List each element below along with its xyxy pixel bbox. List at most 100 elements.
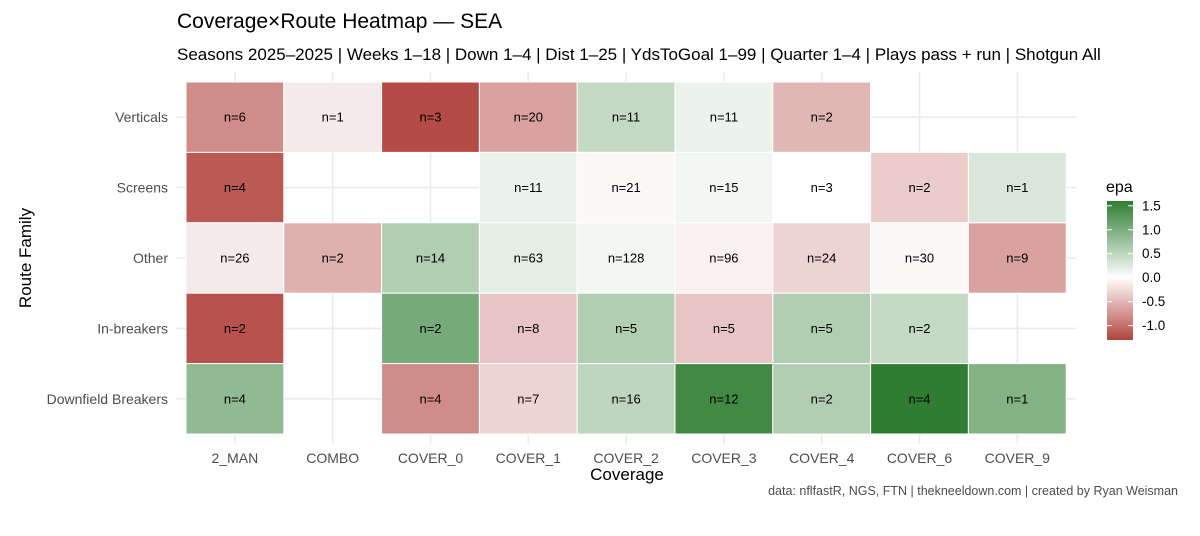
- cell-label: n=2: [908, 321, 930, 336]
- cell-label: n=2: [811, 110, 833, 125]
- heatmap-cell: [772, 363, 872, 435]
- legend-colorbar: [1107, 201, 1133, 340]
- cell-label: n=2: [419, 321, 441, 336]
- legend-tick-label: 1.5: [1142, 198, 1161, 213]
- cell-label: n=4: [224, 180, 246, 195]
- chart-subtitle: Seasons 2025–2025 | Weeks 1–18 | Down 1–…: [177, 45, 1101, 64]
- x-tick-label: COVER_4: [789, 450, 855, 466]
- cell-label: n=3: [811, 180, 833, 195]
- cell-label: n=26: [220, 251, 249, 266]
- legend-title: epa: [1106, 179, 1133, 196]
- heatmap-cell: [381, 363, 480, 435]
- legend-tick-label: 1.0: [1142, 222, 1161, 237]
- cell-label: n=2: [322, 251, 344, 266]
- x-tick-label: COVER_9: [985, 450, 1051, 466]
- cell-label: n=5: [615, 321, 637, 336]
- cell-label: n=63: [514, 251, 543, 266]
- heatmap-cell: [967, 151, 1067, 224]
- cell-label: n=1: [1006, 180, 1028, 195]
- cell-label: n=96: [709, 251, 738, 266]
- heatmap-cell: [870, 363, 969, 435]
- cell-label: n=21: [611, 180, 640, 195]
- cell-label: n=30: [905, 251, 934, 266]
- cell-label: n=9: [1006, 251, 1028, 266]
- heatmap-cell: [283, 222, 383, 294]
- heatmap-cell: [576, 292, 676, 365]
- heatmap-cell: [772, 151, 872, 224]
- cell-label: n=128: [608, 251, 645, 266]
- cell-label: n=4: [224, 391, 246, 406]
- x-tick-label: COVER_1: [496, 450, 562, 466]
- cell-label: n=5: [713, 321, 735, 336]
- y-tick-label: Downfield Breakers: [47, 391, 168, 407]
- y-tick-label: Screens: [117, 180, 168, 196]
- heatmap-cell: [967, 222, 1067, 294]
- legend-tick-label: 0.5: [1142, 246, 1161, 261]
- cell-labels: n=6 n=1 n=3 n=20 n=11 n=11 n=2 n=4 n=11 n=21 n=15 n…: [220, 110, 1028, 407]
- heatmap-cell: [185, 81, 285, 153]
- y-tick-label: Other: [133, 250, 168, 266]
- cell-label: n=14: [416, 251, 445, 266]
- cell-label: n=7: [517, 391, 539, 406]
- heatmap-cell: [478, 222, 578, 294]
- axes: Coverage Route Family 2_MAN COMBO COVER_0 C…: [16, 109, 1050, 484]
- y-tick-label: In-breakers: [97, 320, 168, 336]
- cell-label: n=5: [811, 321, 833, 336]
- y-tick-label: Verticals: [115, 109, 168, 125]
- cell-label: n=6: [224, 110, 246, 125]
- y-axis-title: Route Family: [16, 207, 35, 308]
- heatmap-cell: [772, 222, 872, 294]
- heatmap-cell: [185, 151, 285, 224]
- cell-label: n=3: [419, 110, 441, 125]
- cell-label: n=16: [611, 391, 640, 406]
- heatmap-cell: [967, 363, 1067, 435]
- heatmap-cell: [674, 363, 774, 435]
- legend: epa 1.5 1.0 0.5 0.0 -0.5 -1.0: [1106, 179, 1165, 340]
- x-tick-label: COMBO: [306, 450, 359, 466]
- heatmap-cell: [185, 292, 285, 365]
- x-tick-label: COVER_6: [887, 450, 953, 466]
- cell-label: n=4: [419, 391, 441, 406]
- cell-label: n=2: [811, 391, 833, 406]
- heatmap-cell: [478, 363, 578, 435]
- chart-caption: data: nflfastR, NGS, FTN | thekneeldown.…: [768, 484, 1178, 498]
- heatmap-cell: [185, 222, 285, 294]
- x-tick-label: 2_MAN: [212, 450, 259, 466]
- heatmap-cell: [381, 292, 480, 365]
- cell-label: n=12: [709, 391, 738, 406]
- cell-label: n=8: [517, 321, 539, 336]
- heatmap-cell: [576, 222, 676, 294]
- cell-label: n=15: [709, 180, 738, 195]
- cell-label: n=20: [514, 110, 543, 125]
- heatmap-cell: [576, 363, 676, 435]
- heatmap-cell: [576, 151, 676, 224]
- x-tick-label: COVER_3: [691, 450, 757, 466]
- heatmap-cells: [185, 81, 1067, 435]
- x-tick-label: COVER_2: [593, 450, 659, 466]
- cell-label: n=24: [807, 251, 836, 266]
- heatmap-cell: [870, 151, 969, 224]
- heatmap-cell: [772, 81, 872, 153]
- heatmap-cell: [381, 222, 480, 294]
- chart-title: Coverage×Route Heatmap — SEA: [177, 10, 503, 33]
- cell-label: n=4: [908, 391, 930, 406]
- legend-tick-label: -1.0: [1142, 318, 1165, 333]
- heatmap-cell: [478, 81, 578, 153]
- heatmap-cell: [283, 81, 383, 153]
- heatmap-cell: [674, 81, 774, 153]
- cell-label: n=11: [514, 180, 542, 195]
- cell-label: n=1: [1006, 391, 1028, 406]
- x-tick-label: COVER_0: [398, 450, 464, 466]
- legend-tick-label: -0.5: [1142, 294, 1165, 309]
- cell-label: n=11: [710, 110, 738, 125]
- cell-label: n=1: [322, 110, 344, 125]
- cell-label: n=11: [612, 110, 640, 125]
- cell-label: n=2: [224, 321, 246, 336]
- legend-tick-label: 0.0: [1142, 270, 1161, 285]
- heatmap-cell: [478, 151, 578, 224]
- cell-label: n=2: [908, 180, 930, 195]
- heatmap-cell: [381, 81, 480, 153]
- heatmap-cell: [185, 363, 285, 435]
